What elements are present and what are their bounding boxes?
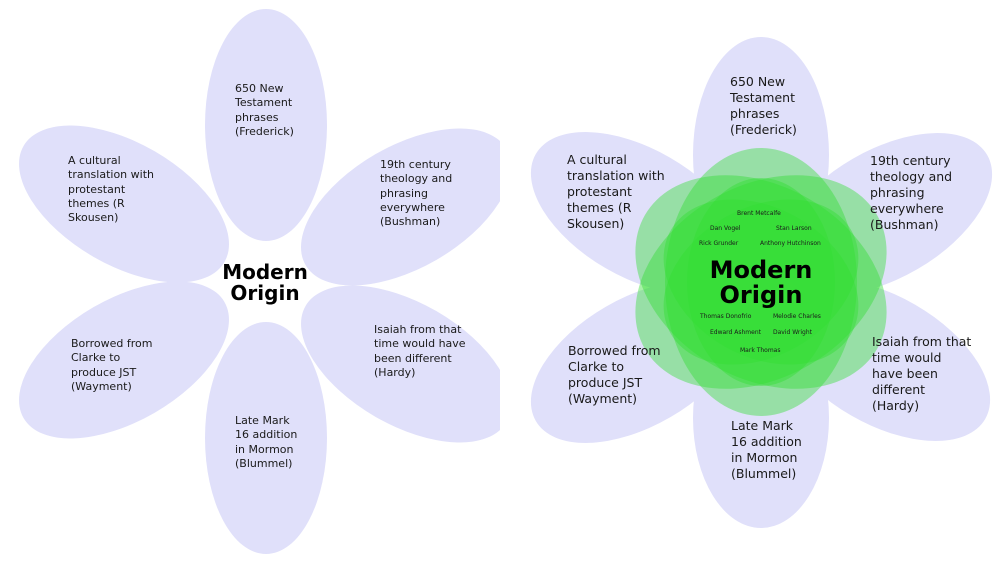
name-metcalfe: Brent Metcalfe [737, 210, 781, 217]
green-petal-tilt-b [635, 175, 887, 389]
petal-lower-left [530, 281, 746, 443]
petal-upper-left-label: A cultural translation with protestant t… [567, 152, 665, 231]
petal-bottom [205, 322, 327, 554]
petal-upper-right [777, 133, 993, 295]
green-overlay [635, 148, 887, 416]
petal-top [205, 9, 327, 241]
green-inner-tilt-a [663, 199, 859, 365]
left-diagram: 650 New Testament phrases (Frederick) 19… [19, 9, 500, 554]
petal-lower-left-label: Borrowed from Clarke to produce JST (Way… [568, 343, 661, 406]
petal-lower-right-label: Isaiah from that time would have been di… [374, 323, 466, 379]
petal-upper-right [301, 128, 500, 286]
center-title: Modern Origin [222, 260, 308, 305]
name-hutchinson: Anthony Hutchinson [760, 240, 821, 247]
green-petal-vertical [665, 148, 857, 416]
petal-lower-left-label: Borrowed from Clarke to produce JST (Way… [71, 337, 153, 393]
petal-bottom-label: Late Mark 16 addition in Mormon (Blummel… [731, 418, 802, 481]
name-donofrio: Thomas Donofrio [700, 313, 752, 320]
green-inner-tilt-b [663, 199, 859, 365]
name-larson: Stan Larson [776, 225, 812, 232]
petal-upper-right-label: 19th century theology and phrasing every… [380, 158, 453, 229]
name-ashment: Edward Ashment [710, 329, 761, 336]
petal-lower-right-label: Isaiah from that time would have been di… [872, 334, 972, 413]
name-grunder: Rick Grunder [699, 240, 739, 247]
petal-top-label: 650 New Testament phrases (Frederick) [235, 82, 294, 138]
petal-lower-left [19, 281, 229, 439]
left-petals [19, 9, 500, 554]
petal-upper-left-label: A cultural translation with protestant t… [68, 154, 154, 225]
petal-upper-left [530, 132, 746, 294]
petal-bottom-label: Late Mark 16 addition in Mormon (Blummel… [235, 414, 298, 470]
name-vogel: Dan Vogel [710, 225, 741, 232]
petal-lower-right [301, 285, 500, 443]
right-diagram: 650 New Testament phrases (Frederick) 19… [499, 0, 999, 566]
petal-upper-left [19, 125, 229, 283]
name-thomas: Mark Thomas [740, 347, 781, 354]
name-wright: David Wright [773, 329, 812, 336]
center-title: Modern Origin [709, 256, 813, 310]
petal-top-label: 650 New Testament phrases (Frederick) [730, 74, 797, 137]
right-petals [530, 37, 993, 528]
petal-upper-right-label: 19th century theology and phrasing every… [870, 153, 953, 232]
petal-lower-right [775, 279, 991, 441]
name-charles: Melodie Charles [773, 313, 821, 320]
green-petal-tilt-a [635, 175, 887, 389]
green-inner-vertical [687, 178, 835, 386]
